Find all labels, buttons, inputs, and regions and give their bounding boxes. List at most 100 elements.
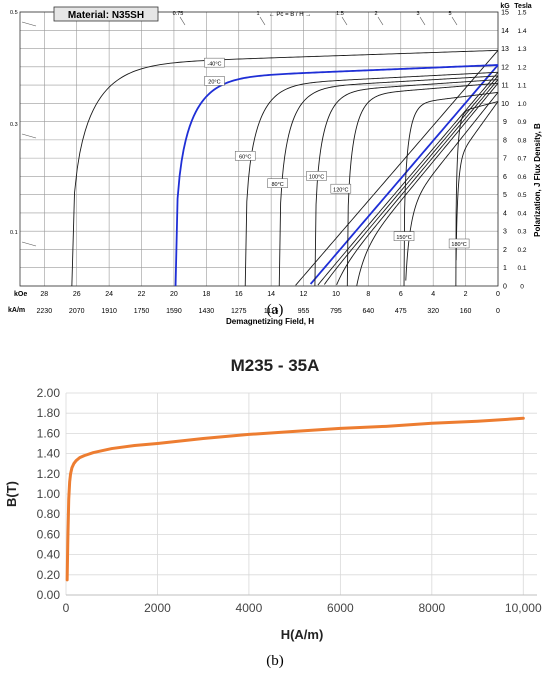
x-tick-label-koe: 0 <box>496 291 500 298</box>
y-tick-label: 1.40 <box>37 447 61 461</box>
y-tick-label: 1.00 <box>37 487 61 501</box>
x-tick-label-koe: 2 <box>464 291 468 298</box>
panel-label-b: (b) <box>266 653 284 669</box>
pc-tick-mark <box>419 16 426 26</box>
j-curve-80C <box>278 75 499 287</box>
y-tick-label-kg: 1 <box>503 265 507 272</box>
x-tick-label-kam: 1750 <box>134 308 150 315</box>
y-tick-label-kg: 10 <box>501 101 509 108</box>
y-tick-label-kg: 5 <box>503 192 507 199</box>
curve-label-box <box>204 57 225 68</box>
pc-tick-top: 1 <box>256 11 259 17</box>
x-tick-label-koe: 28 <box>40 291 48 298</box>
b-curve-150C <box>405 92 499 281</box>
pc-tick-top: 1.5 <box>336 11 344 17</box>
curve-label-text: -40°C <box>207 61 221 67</box>
pc-tick-top: 5 <box>448 11 451 17</box>
j-curve--40C <box>71 49 499 287</box>
pc-tick-left: 0.5 <box>10 10 18 16</box>
pc-tick-mark <box>21 21 37 27</box>
y-tick-label-tesla: 1.2 <box>517 64 526 71</box>
chart-title: M235 - 35A <box>231 356 320 375</box>
curve-label: 150°C <box>393 231 415 241</box>
y-tick-label-tesla: 0.9 <box>517 119 526 126</box>
x-tick-label: 8000 <box>418 601 445 615</box>
y-tick-label: 2.00 <box>37 386 61 400</box>
material-label-text: Material: N35SH <box>68 10 144 21</box>
curve-label-text: 60°C <box>239 155 251 161</box>
curve-label-box <box>330 183 352 194</box>
x-tick-label-kam: 955 <box>298 308 310 315</box>
x-tick-label-kam: 795 <box>330 308 342 315</box>
y-tick-label-tesla: 0 <box>520 284 524 291</box>
pc-tick-left: 0.1 <box>10 230 18 236</box>
pc-tick-mark <box>259 16 266 26</box>
curve-label-box <box>234 151 256 161</box>
y-axis-label: B(T) <box>4 481 19 507</box>
y-tick-label-tesla: 1.3 <box>517 46 526 53</box>
pc-tick-mark <box>21 241 37 247</box>
y-tick-label-tesla: 1.5 <box>517 10 526 17</box>
pc-tick-mark <box>451 16 458 26</box>
x-tick-label-koe: 26 <box>73 291 81 298</box>
y-tick-label-kg: 4 <box>503 210 507 217</box>
curve-label: 120°C <box>330 183 352 194</box>
curve-label: 20°C <box>204 76 225 86</box>
x-tick-label-kam: 640 <box>363 308 375 315</box>
pc-tick-top: 0.75 <box>173 11 184 17</box>
y-tick-label-kg: 2 <box>503 247 507 254</box>
j-curve-150C <box>403 91 499 287</box>
x-tick-label-koe: 8 <box>366 291 370 298</box>
y-tick-label-kg: 9 <box>503 119 507 126</box>
curve-label: -40°C <box>204 57 225 68</box>
curve-label: 100°C <box>306 171 327 181</box>
y-tick-label: 0.60 <box>37 527 61 541</box>
y-tick-label-kg: 0 <box>503 284 507 291</box>
y-tick-label-kg: 15 <box>501 10 509 17</box>
x-tick-label: 6000 <box>327 601 354 615</box>
j-curve-100C <box>314 79 499 287</box>
pc-label: ← Pc = B / H → <box>269 12 312 18</box>
y-tick-label-kg: 12 <box>501 64 509 71</box>
pc-tick-mark <box>341 16 348 26</box>
b-curve-180C <box>455 101 499 261</box>
pc-tick-mark <box>21 133 37 139</box>
y-unit-kg: kG <box>500 3 510 10</box>
y-tick-label-tesla: 0.1 <box>517 265 526 272</box>
curve-label-text: 180°C <box>451 242 466 248</box>
y-tick-label: 1.80 <box>37 406 61 420</box>
pc-tick-top: 2 <box>374 11 377 17</box>
x-axis-label: H(A/m) <box>281 627 324 642</box>
b-curve--40C <box>295 50 499 286</box>
x-tick-label: 10,000 <box>505 601 542 615</box>
curve-label-box <box>448 238 470 249</box>
y-tick-label-kg: 7 <box>503 156 507 163</box>
b-curve-80C <box>324 75 499 285</box>
x-tick-label-koe: 16 <box>235 291 243 298</box>
pc-tick-mark <box>377 16 384 26</box>
x-tick-label-koe: 14 <box>267 291 275 298</box>
y-tick-label: 1.20 <box>37 467 61 481</box>
y-tick-label-tesla: 0.2 <box>517 247 526 254</box>
curve-label: 60°C <box>234 151 256 161</box>
y-tick-label-kg: 6 <box>503 174 507 181</box>
x-tick-label: 0 <box>63 601 70 615</box>
y-tick-label-tesla: 0.5 <box>517 192 526 199</box>
y-tick-label-kg: 14 <box>501 28 509 35</box>
x-unit-kam: kA/m <box>8 307 25 314</box>
pc-tick-top: 3 <box>416 11 419 17</box>
x-tick-label-koe: 10 <box>332 291 340 298</box>
y-tick-label-tesla: 1.1 <box>517 83 526 90</box>
curve-label-box <box>267 178 288 188</box>
x-tick-label-kam: 160 <box>460 308 472 315</box>
curve-label-text: 20°C <box>208 80 220 86</box>
pc-tick-mark <box>179 16 186 26</box>
j-curve-120C <box>346 82 499 287</box>
material-label-box <box>53 6 159 22</box>
y-tick-label: 0.00 <box>37 588 61 602</box>
bh-series-line <box>65 416 525 582</box>
x-tick-label-koe: 4 <box>431 291 435 298</box>
x-axis-label: Demagnetizing Field, H <box>226 317 314 326</box>
x-unit-koe: kOe <box>14 291 27 298</box>
